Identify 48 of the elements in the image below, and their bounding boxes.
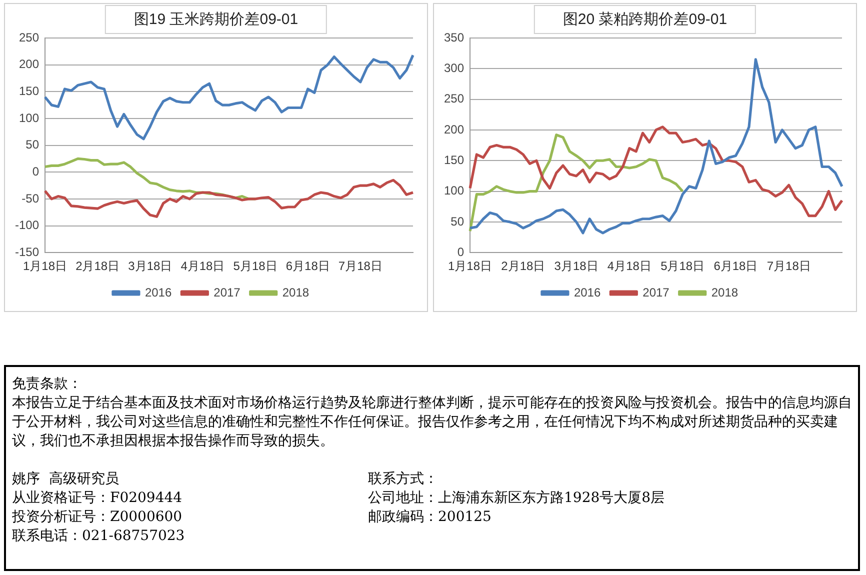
x-tick-label: 4月18日: [607, 259, 652, 274]
legend-label: 2016: [144, 285, 172, 300]
y-tick-label: 300: [444, 60, 464, 75]
y-tick-label: -150: [14, 244, 40, 259]
text: 邮政编码：200125: [368, 508, 492, 527]
legend-label: 2018: [282, 285, 310, 300]
legend-label: 2018: [711, 285, 738, 300]
x-tick-label: 1月18日: [448, 259, 492, 274]
y-tick-label: 0: [32, 164, 40, 178]
y-tick-label: 100: [444, 184, 464, 198]
text: 联系方式：: [368, 470, 439, 489]
text: 联系电话：021-68757023: [12, 527, 186, 546]
x-tick-label: 6月18日: [286, 259, 330, 274]
x-tick-label: 5月18日: [233, 259, 278, 274]
x-tick-label: 1月18日: [23, 259, 68, 274]
y-tick-label: 350: [444, 30, 464, 44]
text: 本报告立足于结合基本面及技术面对市场价格运行趋势及轮廓进行整体判断，提示可能存在的投资风险与投资机会。报告中的信息均源自于公开材料，我公司对这些信息的准确性和完整性不作任何保证。报告仅作参考之用，在任何情况下均不构成对所述期货品种的买卖建议，我们也不承担因根据本报告操作而导致的损失。: [12, 394, 852, 451]
x-tick-label: 5月18日: [660, 259, 705, 274]
x-tick-label: 2月18日: [501, 259, 546, 274]
y-tick-label: 150: [18, 84, 40, 98]
y-tick-label: -50: [22, 191, 40, 206]
x-tick-label: 7月18日: [766, 259, 811, 274]
x-tick-label: 4月18日: [180, 259, 225, 274]
y-tick-label: 50: [26, 138, 40, 152]
text: 公司地址：上海浦东新区东方路1928号大厦8层: [368, 489, 666, 508]
x-tick-label: 2月18日: [76, 259, 120, 274]
y-tick-label: 150: [444, 152, 464, 167]
y-tick-label: 250: [18, 30, 40, 44]
text: 投资分析证号：Z0000600: [12, 508, 184, 527]
y-tick-label: 200: [18, 57, 40, 72]
legend-label: 2017: [214, 285, 241, 300]
legend-label: 2016: [574, 285, 601, 300]
chart-title: 图20 菜粕跨期价差09-01: [534, 5, 756, 34]
x-tick-label: 3月18日: [554, 259, 598, 274]
y-tick-label: 250: [444, 92, 464, 106]
legend-label: 2017: [642, 285, 670, 300]
y-tick-label: 200: [444, 122, 464, 136]
text: 从业资格证号：F0209444: [12, 489, 184, 508]
x-tick-label: 3月18日: [128, 259, 172, 274]
y-tick-label: 0: [457, 244, 464, 259]
y-tick-label: 100: [18, 110, 40, 125]
chart-title: 图19 玉米跨期价差09-01: [104, 5, 328, 34]
x-tick-label: 6月18日: [714, 259, 758, 274]
text: 姚序 高级研究员: [12, 470, 120, 489]
y-tick-label: 50: [450, 214, 464, 228]
y-tick-label: -100: [14, 218, 40, 232]
x-tick-label: 7月18日: [338, 259, 382, 274]
text: 免责条款：: [12, 375, 83, 394]
